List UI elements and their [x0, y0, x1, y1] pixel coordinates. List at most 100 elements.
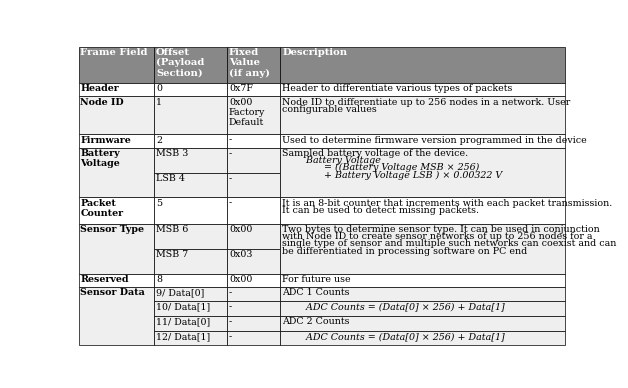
- Bar: [281, 197, 565, 224]
- Text: Firmware: Firmware: [80, 136, 131, 145]
- Text: 5: 5: [156, 199, 162, 208]
- Text: 12/ Data[1]: 12/ Data[1]: [156, 332, 210, 341]
- Text: 8: 8: [156, 275, 162, 284]
- Text: Offset
(Payload
Section): Offset (Payload Section): [156, 48, 204, 78]
- Text: Header: Header: [80, 84, 119, 94]
- Text: 0: 0: [156, 84, 162, 94]
- Bar: [281, 316, 565, 331]
- Bar: [154, 147, 227, 173]
- Bar: [154, 331, 227, 345]
- Bar: [154, 274, 227, 287]
- Text: Fixed
Value
(if any): Fixed Value (if any): [229, 48, 270, 78]
- Text: ADC Counts = (Data[0] × 256) + Data[1]: ADC Counts = (Data[0] × 256) + Data[1]: [283, 332, 505, 341]
- Bar: [154, 316, 227, 331]
- Bar: [281, 224, 565, 274]
- Text: configurable values: configurable values: [283, 105, 377, 114]
- Bar: [281, 274, 565, 287]
- Bar: [78, 274, 154, 287]
- Bar: [227, 83, 281, 96]
- Bar: [281, 134, 565, 147]
- Text: -: -: [229, 317, 232, 326]
- Bar: [154, 83, 227, 96]
- Text: Two bytes to determine sensor type. It can be used in conjunction: Two bytes to determine sensor type. It c…: [283, 225, 600, 234]
- Bar: [78, 134, 154, 147]
- Bar: [227, 316, 281, 331]
- Text: + Battery Voltage LSB ) × 0.00322 V: + Battery Voltage LSB ) × 0.00322 V: [283, 170, 502, 180]
- Bar: [154, 96, 227, 134]
- Text: be differentiated in processing software on PC end: be differentiated in processing software…: [283, 247, 528, 256]
- Bar: [78, 83, 154, 96]
- Text: It can be used to detect missing packets.: It can be used to detect missing packets…: [283, 206, 479, 215]
- Text: Sensor Type: Sensor Type: [80, 225, 144, 234]
- Text: with Node ID to create sensor networks of up to 256 nodes for a: with Node ID to create sensor networks o…: [283, 232, 593, 241]
- Bar: [227, 47, 281, 83]
- Bar: [154, 47, 227, 83]
- Text: 0x7F: 0x7F: [229, 84, 253, 94]
- Bar: [154, 173, 227, 197]
- Bar: [227, 224, 281, 249]
- Text: Battery Voltage: Battery Voltage: [283, 156, 381, 165]
- Bar: [281, 96, 565, 134]
- Text: 11/ Data[0]: 11/ Data[0]: [156, 317, 210, 326]
- Text: Description: Description: [283, 48, 347, 57]
- Text: ADC Counts = (Data[0] × 256) + Data[1]: ADC Counts = (Data[0] × 256) + Data[1]: [283, 303, 505, 312]
- Text: Reserved: Reserved: [80, 275, 129, 284]
- Bar: [281, 83, 565, 96]
- Bar: [281, 147, 565, 197]
- Text: Battery
Voltage: Battery Voltage: [80, 149, 120, 168]
- Bar: [227, 173, 281, 197]
- Bar: [78, 147, 154, 197]
- Bar: [227, 197, 281, 224]
- Text: It is an 8-bit counter that increments with each packet transmission.: It is an 8-bit counter that increments w…: [283, 199, 613, 208]
- Text: Node ID to differentiate up to 256 nodes in a network. User: Node ID to differentiate up to 256 nodes…: [283, 97, 571, 107]
- Bar: [281, 331, 565, 345]
- Text: 0x00: 0x00: [229, 225, 252, 234]
- Bar: [78, 224, 154, 274]
- Text: -: -: [229, 174, 232, 183]
- Text: Packet
Counter: Packet Counter: [80, 199, 124, 218]
- Text: ADC 2 Counts: ADC 2 Counts: [283, 317, 350, 326]
- Text: 9/ Data[0]: 9/ Data[0]: [156, 288, 204, 297]
- Bar: [154, 224, 227, 249]
- Text: Node ID: Node ID: [80, 97, 124, 107]
- Bar: [227, 147, 281, 173]
- Bar: [78, 47, 154, 83]
- Text: -: -: [229, 288, 232, 297]
- Bar: [154, 197, 227, 224]
- Bar: [154, 134, 227, 147]
- Bar: [227, 301, 281, 316]
- Bar: [281, 47, 565, 83]
- Text: = ((Battery Voltage MSB × 256): = ((Battery Voltage MSB × 256): [283, 163, 480, 172]
- Text: -: -: [229, 136, 232, 145]
- Text: -: -: [229, 149, 232, 158]
- Text: Frame Field: Frame Field: [80, 48, 148, 57]
- Bar: [154, 287, 227, 301]
- Text: ADC 1 Counts: ADC 1 Counts: [283, 288, 350, 297]
- Bar: [227, 249, 281, 274]
- Bar: [227, 287, 281, 301]
- Bar: [154, 249, 227, 274]
- Text: single type of sensor and multiple such networks can coexist and can: single type of sensor and multiple such …: [283, 239, 617, 248]
- Text: For future use: For future use: [283, 275, 351, 284]
- Text: Sampled battery voltage of the device.: Sampled battery voltage of the device.: [283, 149, 468, 158]
- Bar: [78, 96, 154, 134]
- Text: 1: 1: [156, 97, 162, 107]
- Text: 0x00: 0x00: [229, 275, 252, 284]
- Text: LSB 4: LSB 4: [156, 174, 185, 183]
- Bar: [281, 287, 565, 301]
- Text: MSB 3: MSB 3: [156, 149, 188, 158]
- Bar: [227, 96, 281, 134]
- Bar: [78, 287, 154, 345]
- Text: 10/ Data[1]: 10/ Data[1]: [156, 303, 210, 312]
- Bar: [154, 301, 227, 316]
- Text: 2: 2: [156, 136, 162, 145]
- Text: -: -: [229, 199, 232, 208]
- Bar: [227, 331, 281, 345]
- Text: -: -: [229, 332, 232, 341]
- Text: 0x03: 0x03: [229, 250, 252, 259]
- Bar: [78, 197, 154, 224]
- Text: MSB 7: MSB 7: [156, 250, 188, 259]
- Text: -: -: [229, 303, 232, 312]
- Text: 0x00
Factory
Default: 0x00 Factory Default: [229, 97, 265, 127]
- Text: Used to determine firmware version programmed in the device: Used to determine firmware version progr…: [283, 136, 587, 145]
